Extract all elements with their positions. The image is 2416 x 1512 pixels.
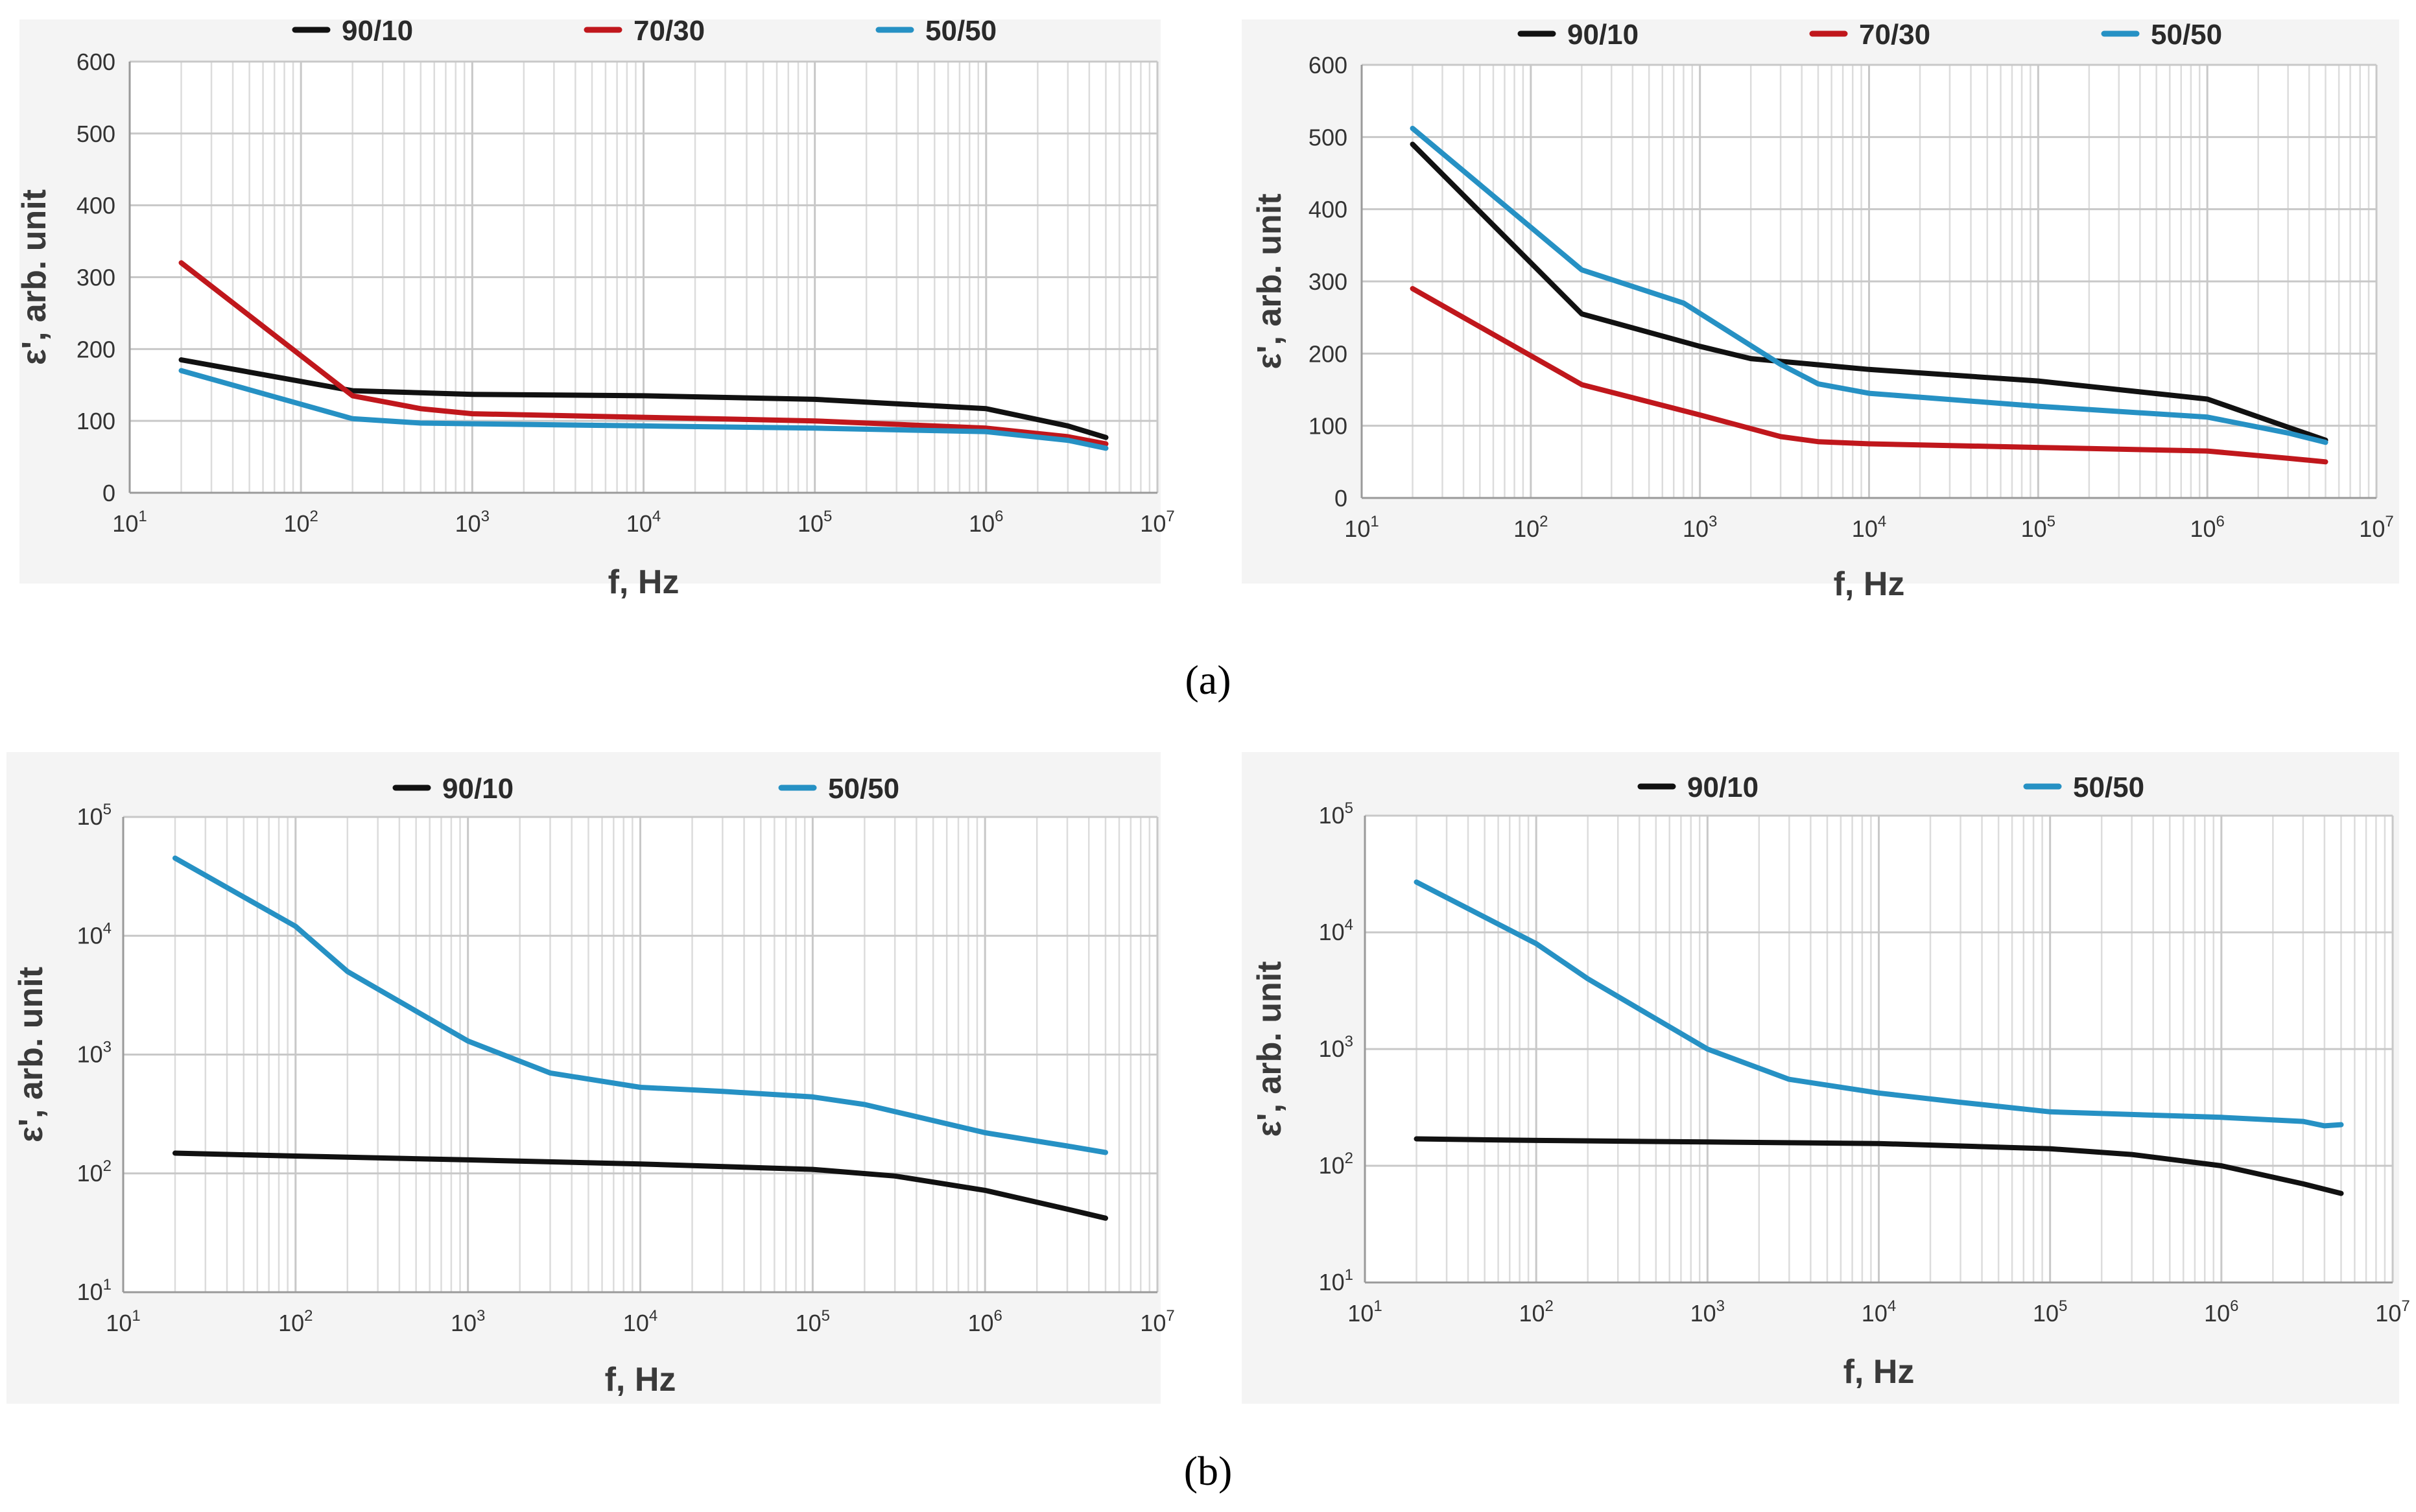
y-tick-label: 200 bbox=[77, 336, 115, 362]
series-line-50-50 bbox=[172, 855, 1108, 1155]
y-axis-title: ε', arb. unit bbox=[1251, 193, 1288, 369]
chart-b-right: 101 102 103 104 105 101 102 103 104 105 106 107 f, H… bbox=[1242, 752, 2410, 1404]
legend-label-90-10: 90/10 bbox=[442, 773, 514, 805]
x-tick-label: 104 bbox=[1862, 1297, 1896, 1327]
y-tick-label: 0 bbox=[1334, 485, 1347, 512]
x-tick-label: 101 bbox=[1347, 1297, 1382, 1327]
x-tick-label: 103 bbox=[1690, 1297, 1725, 1327]
y-tick-label: 300 bbox=[77, 265, 115, 291]
legend-label-50-50: 50/50 bbox=[925, 15, 997, 47]
y-tick-label: 500 bbox=[1309, 124, 1347, 150]
series-line-50-50 bbox=[1414, 879, 2344, 1129]
y-tick-label: 100 bbox=[1309, 413, 1347, 440]
series-line-50-50 bbox=[1410, 126, 2328, 445]
series-line-70-30 bbox=[178, 260, 1109, 447]
y-tick-label: 500 bbox=[77, 121, 115, 147]
x-tick-label: 105 bbox=[2033, 1297, 2067, 1327]
x-tick-label: 101 bbox=[1344, 513, 1379, 542]
x-tick-label: 105 bbox=[2021, 513, 2055, 542]
x-axis-title: f, Hz bbox=[605, 1361, 676, 1399]
x-tick-label: 103 bbox=[451, 1307, 485, 1336]
caption-b: (b) bbox=[1184, 1448, 1233, 1494]
y-tick-label: 101 bbox=[77, 1276, 112, 1305]
y-tick-label: 102 bbox=[1319, 1150, 1353, 1179]
y-axis-title: ε', arb. unit bbox=[12, 967, 50, 1142]
x-tick-label: 107 bbox=[1140, 508, 1174, 537]
legend-label-70-30: 70/30 bbox=[634, 15, 705, 47]
y-tick-label: 102 bbox=[77, 1157, 112, 1187]
legend-label-90-10: 90/10 bbox=[1567, 19, 1639, 51]
y-tick-label: 105 bbox=[77, 801, 112, 830]
y-axis-title: ε', arb. unit bbox=[1251, 961, 1288, 1137]
x-tick-label: 102 bbox=[1513, 513, 1548, 542]
y-tick-label: 200 bbox=[1309, 340, 1347, 367]
x-tick-label: 102 bbox=[283, 508, 318, 537]
x-tick-label: 106 bbox=[2190, 513, 2224, 542]
y-tick-label: 600 bbox=[1309, 52, 1347, 78]
chart-b-left: 101 102 103 104 105 101 102 103 104 105 106 107 f, H… bbox=[6, 752, 1175, 1404]
y-tick-label: 0 bbox=[102, 480, 115, 506]
series-line-50-50 bbox=[178, 368, 1109, 451]
y-tick-label: 105 bbox=[1319, 799, 1353, 829]
series-line-90-10 bbox=[178, 357, 1109, 440]
series-line-70-30 bbox=[1410, 286, 2328, 465]
x-tick-label: 107 bbox=[2375, 1297, 2410, 1327]
x-tick-label: 106 bbox=[969, 508, 1003, 537]
legend-label-50-50: 50/50 bbox=[2073, 772, 2144, 803]
y-axis-title: ε', arb. unit bbox=[16, 189, 53, 365]
x-tick-label: 107 bbox=[1140, 1307, 1174, 1336]
legend-label-90-10: 90/10 bbox=[342, 15, 413, 47]
x-tick-label: 104 bbox=[1852, 513, 1886, 542]
y-tick-label: 103 bbox=[77, 1039, 112, 1068]
x-axis-title: f, Hz bbox=[1834, 565, 1905, 603]
x-tick-label: 105 bbox=[796, 1307, 830, 1336]
x-tick-label: 104 bbox=[626, 508, 661, 537]
x-axis-title: f, Hz bbox=[1843, 1353, 1915, 1391]
x-tick-label: 106 bbox=[967, 1307, 1002, 1336]
legend-label-70-30: 70/30 bbox=[1859, 19, 1930, 51]
legend-label-50-50: 50/50 bbox=[2151, 19, 2222, 51]
x-tick-label: 106 bbox=[2204, 1297, 2238, 1327]
x-tick-label: 102 bbox=[1519, 1297, 1553, 1327]
y-tick-label: 104 bbox=[1319, 916, 1353, 945]
y-tick-label: 300 bbox=[1309, 268, 1347, 295]
x-tick-label: 103 bbox=[455, 508, 490, 537]
y-tick-label: 103 bbox=[1319, 1033, 1353, 1062]
series-line-90-10 bbox=[1410, 141, 2328, 443]
y-tick-label: 600 bbox=[77, 49, 115, 75]
y-tick-label: 100 bbox=[77, 408, 115, 434]
x-tick-label: 107 bbox=[2359, 513, 2393, 542]
series-line-90-10 bbox=[1414, 1136, 2344, 1196]
legend-label-50-50: 50/50 bbox=[828, 773, 899, 805]
chart-a-left: 0 100 200 300 400 500 600 101 102 103 104 105 106 107… bbox=[16, 15, 1175, 601]
series-line-90-10 bbox=[172, 1150, 1108, 1221]
chart-a-right: 0 100 200 300 400 500 600 101 102 103 104 105 106 107… bbox=[1242, 19, 2399, 603]
x-tick-label: 101 bbox=[106, 1307, 140, 1336]
x-tick-label: 103 bbox=[1683, 513, 1717, 542]
y-tick-label: 101 bbox=[1319, 1266, 1353, 1295]
caption-a: (a) bbox=[1185, 657, 1231, 703]
x-tick-label: 102 bbox=[278, 1307, 313, 1336]
x-tick-label: 105 bbox=[798, 508, 832, 537]
legend-label-90-10: 90/10 bbox=[1687, 772, 1759, 803]
x-tick-label: 104 bbox=[623, 1307, 657, 1336]
x-tick-label: 101 bbox=[112, 508, 147, 537]
y-tick-label: 400 bbox=[1309, 196, 1347, 223]
x-axis-title: f, Hz bbox=[608, 563, 680, 601]
y-tick-label: 400 bbox=[77, 193, 115, 219]
y-tick-label: 104 bbox=[77, 919, 112, 949]
